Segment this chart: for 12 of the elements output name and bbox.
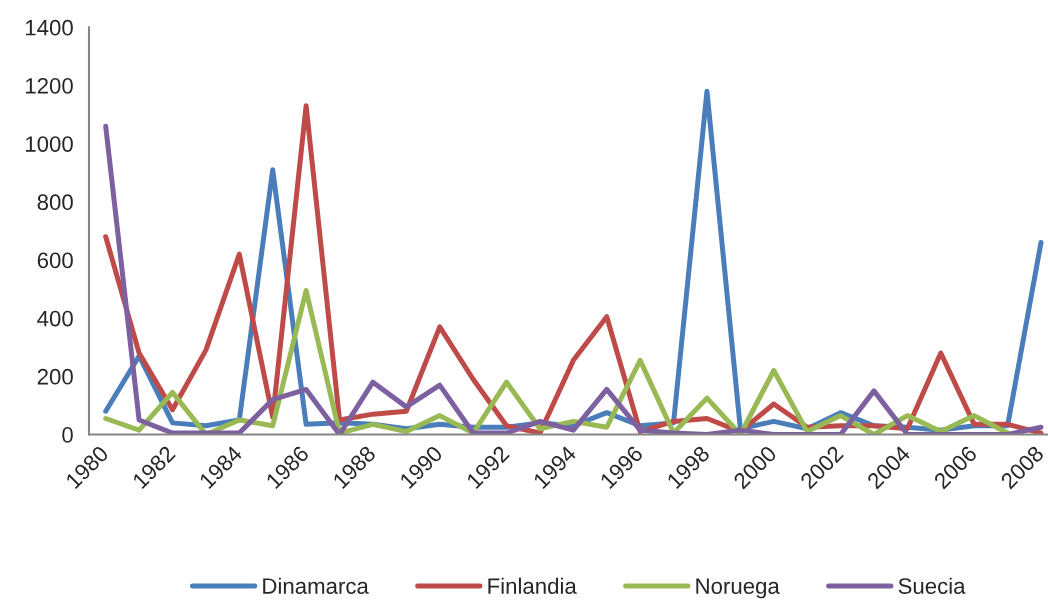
y-tick-label: 800 xyxy=(37,194,73,211)
y-tick-label: 1200 xyxy=(25,78,73,94)
y-tick-label: 600 xyxy=(37,252,73,269)
y-tick-label: 200 xyxy=(37,368,73,385)
legend-label: Suecia xyxy=(898,577,966,594)
y-tick-label: 400 xyxy=(37,310,73,327)
y-tick-label: 1400 xyxy=(25,19,73,36)
legend-label: Dinamarca xyxy=(263,577,369,594)
legend-label: Finlandia xyxy=(488,577,577,594)
y-tick-label: 1000 xyxy=(25,136,73,152)
legend-label: Noruega xyxy=(696,578,780,599)
y-tick-label: 0 xyxy=(62,427,73,443)
